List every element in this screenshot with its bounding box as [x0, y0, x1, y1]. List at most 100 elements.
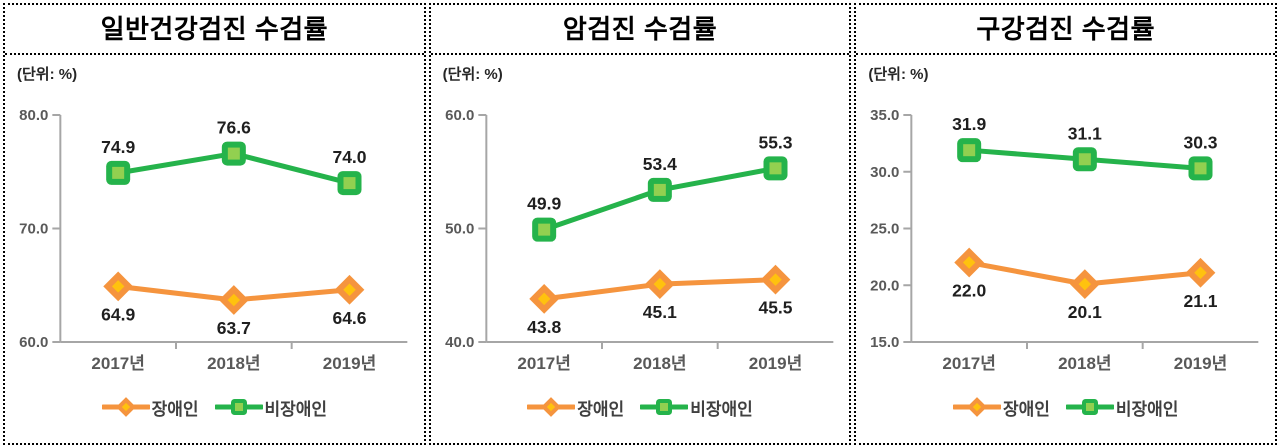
y-axis: 35.0 30.0 25.0 20.0 15.0: [870, 107, 913, 351]
line-chart: 80.0 70.0 60.0 2017년 2018년 2019년 64.9 63.7 64.6 7…: [5, 85, 424, 377]
data-label: 63.7: [217, 318, 251, 338]
data-label: 31.1: [1068, 123, 1102, 143]
diamond-marker-center: [1194, 266, 1208, 280]
x-tick-label: 2017년: [943, 354, 996, 373]
chart-body: (단위: %) 35.0 30.0 25.0 20.0 15.0 2017년 2018년 20…: [856, 55, 1275, 443]
y-tick-label: 15.0: [870, 334, 899, 351]
series: 49.9 53.4 55.3: [527, 132, 792, 242]
legend-item: 비장애인: [1065, 395, 1179, 420]
data-label: 43.8: [527, 317, 561, 337]
panel-general-checkup: 일반건강검진 수검률 (단위: %) 80.0 70.0 60.0 2017년 2018…: [3, 3, 426, 445]
x-tick-label: 2018년: [207, 354, 260, 373]
chart-title: 일반건강검진 수검률: [5, 5, 424, 55]
square-marker-center: [234, 403, 243, 411]
y-axis: 80.0 70.0 60.0: [19, 107, 62, 351]
square-marker-center: [537, 223, 550, 236]
y-tick-label: 30.0: [870, 164, 899, 181]
square-marker-center: [1079, 153, 1092, 166]
data-label: 22.0: [952, 281, 986, 301]
y-tick-label: 60.0: [445, 107, 474, 124]
chart-body: (단위: %) 80.0 70.0 60.0 2017년 2018년 2019년 64.9 6…: [5, 55, 424, 443]
legend-item: 장애인: [952, 395, 1050, 420]
line-chart: 35.0 30.0 25.0 20.0 15.0 2017년 2018년 2019년 22.0 2…: [856, 85, 1275, 377]
x-tick-label: 2019년: [748, 354, 801, 373]
x-tick-label: 2019년: [323, 354, 376, 373]
x-axis: 2017년 2018년 2019년: [911, 341, 1259, 373]
legend-marker: [527, 397, 576, 417]
x-axis: 2017년 2018년 2019년: [60, 341, 408, 373]
series: 43.8 45.1 45.5: [527, 264, 792, 337]
data-label: 76.6: [217, 118, 251, 138]
unit-label: (단위: %): [868, 66, 929, 83]
data-label: 55.3: [758, 132, 792, 152]
x-tick-label: 2017년: [517, 354, 570, 373]
square-marker-center: [227, 147, 240, 160]
diamond-marker-center: [547, 402, 556, 412]
y-axis: 60.0 50.0 40.0: [445, 107, 488, 351]
chart-legend: 장애인 비장애인: [5, 377, 424, 443]
diamond-marker-center: [121, 402, 130, 412]
legend-label: 비장애인: [1115, 399, 1179, 419]
data-label: 53.4: [642, 154, 676, 174]
diamond-marker-center: [768, 273, 782, 286]
panel-oral-checkup: 구강검진 수검률 (단위: %) 35.0 30.0 25.0 20.0 15.0 201…: [854, 3, 1278, 445]
y-tick-label: 25.0: [870, 221, 899, 238]
square-marker-center: [653, 183, 666, 196]
chart-body: (단위: %) 60.0 50.0 40.0 2017년 2018년 2019년 43.8 4…: [431, 55, 850, 443]
x-axis: 2017년 2018년 2019년: [486, 341, 834, 373]
square-marker-center: [660, 403, 669, 411]
square-marker-center: [343, 177, 356, 190]
legend-label: 비장애인: [264, 399, 328, 419]
series: 64.9 63.7 64.6: [101, 271, 367, 338]
legend-item: 장애인: [527, 395, 624, 420]
data-label: 64.6: [332, 308, 366, 328]
chart-title: 구강검진 수검률: [856, 5, 1276, 55]
legend-item: 비장애인: [640, 395, 753, 420]
series: 31.9 31.1 30.3: [952, 114, 1218, 181]
diamond-marker-center: [111, 280, 125, 293]
chart-svg: 35.0 30.0 25.0 20.0 15.0 2017년 2018년 2019년 22.0 2…: [870, 107, 1259, 373]
diamond-marker-center: [227, 293, 241, 307]
data-label: 64.9: [101, 304, 135, 324]
chart-legend: 장애인 비장애인: [431, 377, 850, 443]
square-marker-center: [1194, 162, 1207, 175]
diamond-marker-center: [343, 283, 356, 297]
legend-label: 장애인: [151, 399, 199, 419]
square-marker-center: [112, 166, 125, 179]
legend-marker: [640, 399, 689, 415]
y-tick-label: 35.0: [870, 107, 899, 124]
legend-marker: [952, 397, 1001, 417]
y-tick-label: 40.0: [445, 334, 474, 351]
data-label: 30.3: [1184, 132, 1218, 152]
data-label: 20.1: [1068, 302, 1102, 322]
y-tick-label: 50.0: [445, 221, 474, 238]
series: 74.9 76.6 74.0: [101, 118, 367, 196]
diamond-marker-center: [972, 402, 982, 412]
legend-item: 비장애인: [214, 395, 328, 420]
legend-label: 비장애인: [690, 399, 753, 419]
data-label: 31.9: [952, 114, 986, 134]
chart-legend: 장애인 비장애인: [856, 377, 1275, 443]
legend-marker: [1065, 399, 1114, 415]
x-tick-label: 2017년: [91, 354, 144, 373]
data-label: 49.9: [527, 194, 561, 214]
data-label: 45.1: [642, 302, 676, 322]
square-marker-center: [963, 144, 976, 157]
legend-marker: [101, 397, 150, 417]
legend-item: 장애인: [101, 395, 199, 420]
data-label: 74.0: [332, 147, 366, 167]
legend-label: 장애인: [577, 399, 625, 419]
unit-label: (단위: %): [442, 66, 503, 83]
diamond-marker-center: [653, 277, 666, 291]
diamond-marker-center: [963, 256, 976, 269]
y-tick-label: 20.0: [870, 277, 899, 294]
data-label: 21.1: [1184, 291, 1218, 311]
y-tick-label: 60.0: [19, 334, 48, 351]
y-tick-label: 80.0: [19, 107, 48, 124]
square-marker-center: [769, 162, 782, 175]
x-tick-label: 2018년: [633, 354, 686, 373]
legend-label: 장애인: [1002, 399, 1050, 419]
y-tick-label: 70.0: [19, 221, 48, 238]
